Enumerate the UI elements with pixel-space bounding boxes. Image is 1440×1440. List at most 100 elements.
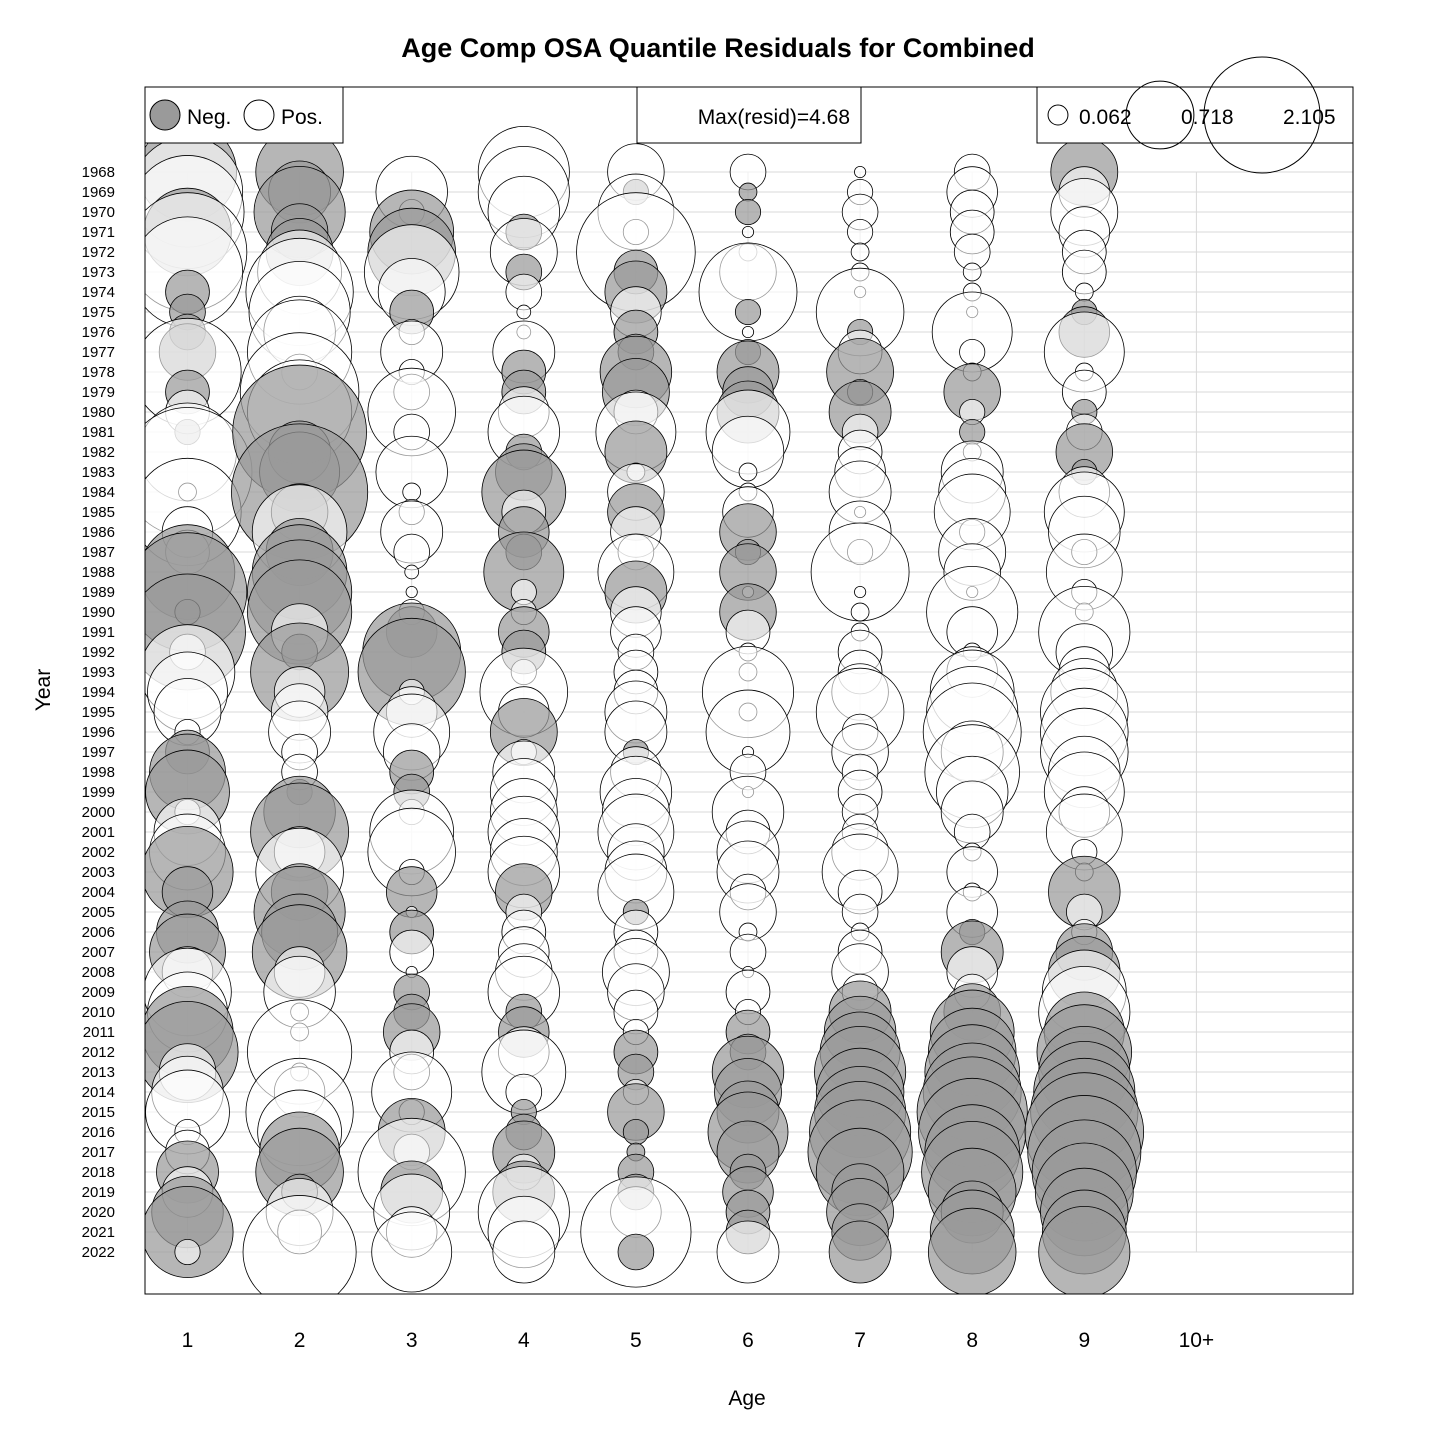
- y-tick-label: 1970: [82, 204, 115, 221]
- y-tick-label: 2020: [82, 1204, 115, 1221]
- y-tick-label: 1991: [82, 624, 115, 641]
- y-tick-label: 1973: [82, 264, 115, 281]
- bubble-positive: [959, 338, 986, 366]
- y-tick-label: 1997: [82, 744, 115, 761]
- bubble-negative: [828, 1220, 892, 1284]
- bubble-positive: [741, 225, 755, 239]
- bubble-positive: [505, 273, 543, 311]
- legend-max-box: [636, 86, 862, 144]
- y-tick-label: 1996: [82, 724, 115, 741]
- y-tick-label: 1987: [82, 544, 115, 561]
- x-tick-label: 8: [966, 1329, 978, 1352]
- y-tick-label: 2009: [82, 984, 115, 1001]
- y-tick-label: 1981: [82, 424, 115, 441]
- legend-size-label: 0.718: [1181, 106, 1234, 129]
- bubble-negative: [738, 182, 758, 202]
- legend-size-label: 2.105: [1283, 106, 1336, 129]
- y-tick-label: 2001: [82, 824, 115, 841]
- bubble-positive: [405, 585, 418, 599]
- y-tick-labels: 1968 1969 1970 1971 1972 1973 1974 1975 1976 1977…: [82, 164, 115, 1261]
- y-tick-label: 1969: [82, 184, 115, 201]
- bubble-positive: [741, 325, 755, 339]
- y-tick-label: 1992: [82, 644, 115, 661]
- x-tick-label: 5: [630, 1329, 642, 1352]
- x-tick-label: 9: [1078, 1329, 1090, 1352]
- bubble-positive: [850, 242, 870, 262]
- y-tick-label: 1983: [82, 464, 115, 481]
- chart-title: Age Comp OSA Quantile Residuals for Comb…: [401, 33, 1035, 63]
- legend-max-text: Max(resid)=4.68: [698, 106, 850, 129]
- bubble-negative: [734, 198, 762, 226]
- x-tick-label: 10+: [1179, 1329, 1215, 1352]
- x-tick-label: 6: [742, 1329, 754, 1352]
- bubble-positive: [854, 585, 867, 599]
- bubble-positive: [716, 1220, 780, 1284]
- y-tick-label: 2008: [82, 964, 115, 981]
- legend-size-circle: [1203, 56, 1321, 174]
- y-tick-label: 2019: [82, 1184, 115, 1201]
- bubble-negative: [927, 1207, 1017, 1294]
- y-tick-label: 2000: [82, 804, 115, 821]
- y-tick-label: 2022: [82, 1244, 115, 1261]
- y-tick-label: 1975: [82, 304, 115, 321]
- bubble-negative: [622, 1118, 649, 1146]
- y-tick-label: 2021: [82, 1224, 115, 1241]
- bubble-positive: [492, 1220, 556, 1284]
- y-tick-label: 1978: [82, 364, 115, 381]
- y-tick-label: 1982: [82, 444, 115, 461]
- y-tick-label: 1989: [82, 584, 115, 601]
- y-axis-title: Year: [32, 669, 55, 711]
- bubble-positive: [962, 262, 982, 282]
- legend-size-box: [1036, 86, 1354, 144]
- y-tick-label: 2011: [83, 1024, 115, 1041]
- y-tick-label: 1994: [82, 684, 115, 701]
- legend-size-label: 0.062: [1079, 106, 1132, 129]
- legend-size-circle: [1047, 104, 1069, 126]
- bubble-positive: [404, 564, 420, 580]
- x-tick-label: 1: [182, 1329, 194, 1352]
- y-tick-label: 2015: [82, 1104, 115, 1121]
- legend: Neg. Pos. Max(resid)=4.68 0.062 0.718 2.10…: [144, 56, 1354, 174]
- bubble-positive: [847, 218, 874, 246]
- bubble-positive: [402, 482, 422, 502]
- bubble-positive: [393, 533, 430, 571]
- x-tick-label: 3: [406, 1329, 418, 1352]
- bubble-positive: [580, 1176, 692, 1288]
- y-tick-label: 1979: [82, 384, 115, 401]
- y-tick-label: 1986: [82, 524, 115, 541]
- y-tick-label: 1985: [82, 504, 115, 521]
- bubble-positive: [854, 165, 867, 179]
- bubble-negative: [734, 298, 762, 326]
- bubble-positive: [242, 1195, 357, 1294]
- y-tick-label: 2003: [82, 864, 115, 881]
- y-tick-label: 2014: [82, 1084, 115, 1101]
- x-tick-label: 2: [294, 1329, 306, 1352]
- y-tick-label: 2018: [82, 1164, 115, 1181]
- bubble-positive: [174, 1238, 201, 1266]
- y-tick-label: 1995: [82, 704, 115, 721]
- x-tick-label: 4: [518, 1329, 530, 1352]
- x-tick-label: 7: [854, 1329, 866, 1352]
- bubble-negative: [617, 1233, 655, 1271]
- bubble-layer: [145, 122, 1145, 1294]
- y-tick-label: 1980: [82, 404, 115, 421]
- legend-neg-label: Neg.: [187, 106, 231, 129]
- bubble-positive: [850, 602, 870, 622]
- y-tick-label: 1974: [82, 284, 115, 301]
- legend-neg-swatch: [149, 99, 181, 131]
- y-tick-label: 1984: [82, 484, 115, 501]
- y-tick-label: 1993: [82, 664, 115, 681]
- legend-size-circle: [1125, 80, 1195, 150]
- x-axis-title: Age: [728, 1387, 765, 1410]
- y-tick-label: 1977: [82, 344, 115, 361]
- y-tick-label: 1971: [82, 224, 115, 241]
- legend-pos-swatch: [243, 99, 275, 131]
- y-tick-label: 2005: [82, 904, 115, 921]
- y-tick-label: 2016: [82, 1124, 115, 1141]
- y-tick-label: 2017: [82, 1144, 115, 1161]
- bubble-negative: [145, 1186, 234, 1278]
- y-tick-label: 2007: [82, 944, 115, 961]
- y-tick-label: 1988: [82, 564, 115, 581]
- bubble-positive: [1074, 282, 1094, 302]
- y-tick-label: 1999: [82, 784, 115, 801]
